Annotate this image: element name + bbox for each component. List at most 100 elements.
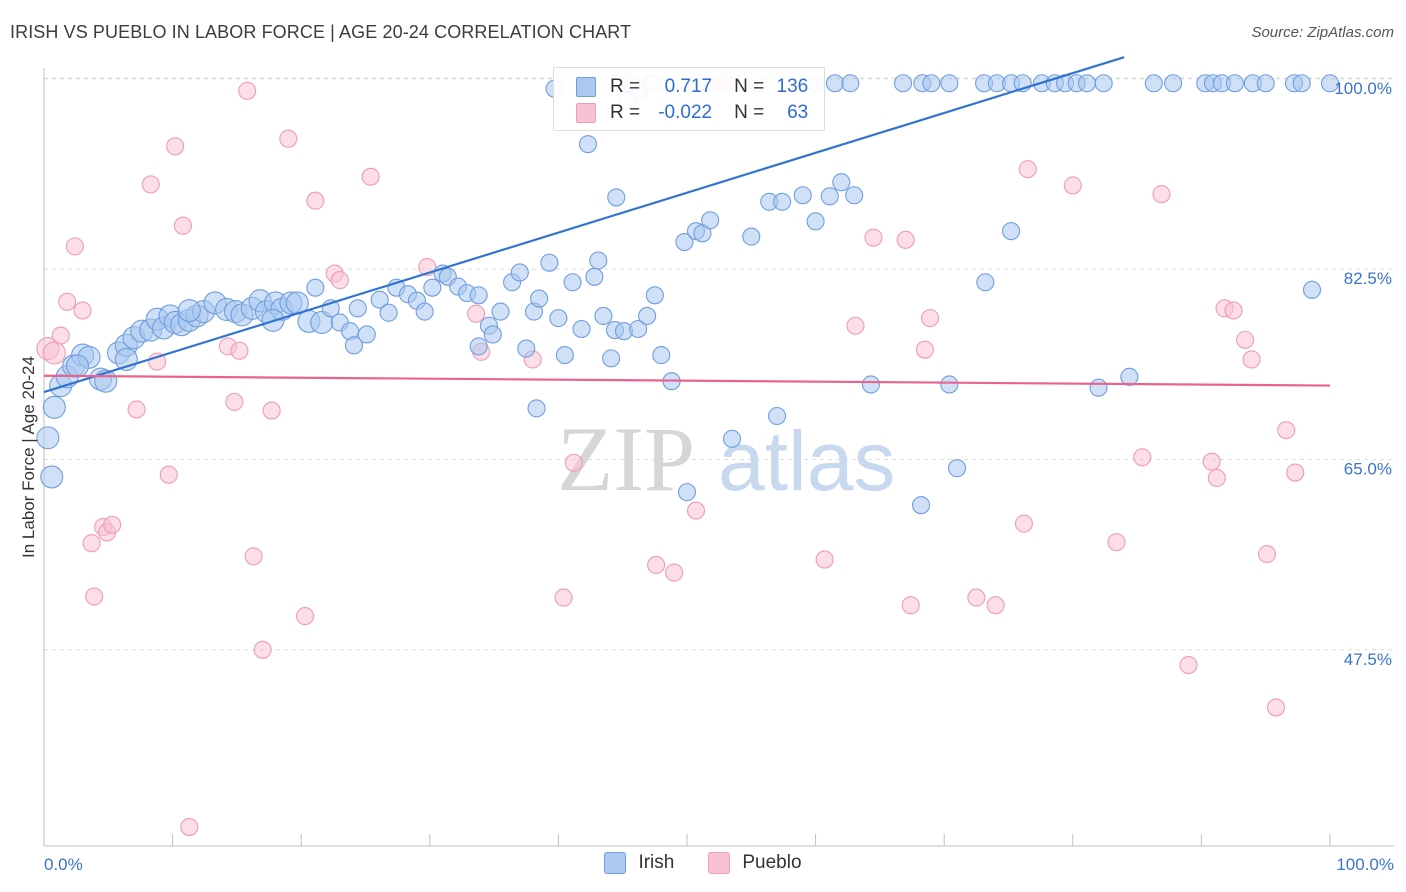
- pueblo-point: [967, 588, 986, 607]
- legend-item-irish[interactable]: Irish: [604, 852, 674, 874]
- pueblo-point: [901, 596, 920, 615]
- pueblo-point: [330, 271, 349, 290]
- irish-point: [415, 302, 434, 321]
- legend-r-value: 0.717: [664, 76, 713, 97]
- irish-point: [42, 395, 66, 419]
- irish-point: [1292, 74, 1311, 93]
- pueblo-point: [564, 453, 583, 472]
- irish-point: [585, 267, 604, 286]
- x-axis-ticks: [172, 834, 1331, 846]
- irish-point: [1089, 378, 1108, 397]
- pueblo-point: [244, 547, 263, 566]
- pueblo-point: [180, 818, 199, 837]
- watermark: ZIP atlas: [557, 408, 895, 510]
- pueblo-point: [1152, 185, 1171, 204]
- pueblo-point: [1107, 533, 1126, 552]
- irish-point: [675, 232, 694, 252]
- pueblo-point: [1277, 421, 1296, 440]
- irish-point: [530, 289, 549, 308]
- pueblo-point: [1242, 350, 1261, 369]
- irish-point: [652, 346, 671, 365]
- irish-point: [1225, 74, 1244, 93]
- pueblo-point: [230, 341, 249, 360]
- irish-point: [1256, 74, 1275, 93]
- pueblo-point: [225, 392, 244, 411]
- irish-point: [645, 286, 664, 305]
- pueblo-trend-line: [43, 374, 1331, 387]
- irish-point: [773, 192, 792, 211]
- irish-point: [370, 290, 389, 309]
- pueblo-point: [173, 216, 192, 235]
- irish-point: [540, 253, 559, 272]
- pueblo-point: [159, 465, 178, 484]
- y-axis-label: In Labor Force | Age 20-24: [19, 356, 38, 558]
- gridlines: [44, 77, 1394, 651]
- pueblo-point: [306, 191, 325, 210]
- trend-lines: [43, 56, 1331, 394]
- irish-point: [36, 426, 60, 450]
- pueblo-point: [1063, 176, 1082, 195]
- legend-n-value: 136: [776, 76, 809, 97]
- irish-point: [594, 306, 613, 326]
- pueblo-point: [1179, 655, 1198, 675]
- y-tick-label: 65.0%: [1344, 460, 1392, 479]
- pueblo-point: [647, 555, 666, 575]
- pueblo-point: [815, 550, 834, 569]
- y-tick-label: 47.5%: [1344, 650, 1392, 669]
- irish-point: [607, 188, 626, 207]
- pueblo-point: [127, 400, 146, 419]
- pueblo-point: [58, 292, 77, 311]
- irish-point: [65, 354, 89, 378]
- pueblo-point: [864, 228, 883, 247]
- legend-item-pueblo[interactable]: Pueblo: [708, 852, 802, 874]
- irish-point: [602, 349, 621, 368]
- pueblo-point: [1207, 468, 1226, 488]
- irish-point: [1320, 74, 1340, 93]
- irish-point: [793, 186, 812, 205]
- irish-point: [469, 286, 488, 305]
- x-tick-label: 100.0%: [1336, 855, 1394, 874]
- irish-point: [1120, 367, 1139, 386]
- pueblo-point: [296, 607, 315, 626]
- legend-n-value: 63: [787, 102, 809, 123]
- irish-point: [701, 211, 720, 230]
- irish-point: [491, 302, 510, 321]
- irish-point: [912, 496, 931, 515]
- irish-point: [423, 278, 442, 297]
- irish-point: [948, 459, 967, 478]
- pueblo-point: [253, 640, 272, 659]
- pueblo-point: [554, 588, 573, 607]
- legend-n-label: N =: [734, 102, 765, 123]
- y-tick-labels: 47.5% 65.0% 82.5% 100.0%: [1334, 79, 1392, 669]
- pueblo-point: [921, 309, 940, 328]
- pueblo-point: [846, 316, 865, 335]
- irish-point: [742, 227, 761, 246]
- irish-point: [841, 74, 860, 93]
- irish-swatch-icon: [576, 77, 596, 97]
- pueblo-point: [467, 304, 486, 323]
- irish-point: [510, 263, 529, 282]
- pueblo-point: [1202, 452, 1221, 471]
- legend-label-pueblo: Pueblo: [742, 852, 802, 873]
- pueblo-point: [279, 129, 298, 148]
- irish-point: [861, 375, 880, 394]
- irish-point: [1302, 280, 1322, 299]
- pueblo-point: [1257, 545, 1277, 564]
- x-tick-labels: 0.0% 100.0%: [44, 855, 1394, 874]
- irish-point: [629, 319, 648, 339]
- y-tick-label: 82.5%: [1344, 269, 1392, 288]
- pueblo-point: [82, 534, 101, 553]
- irish-point: [483, 325, 502, 344]
- irish-point: [572, 319, 591, 339]
- irish-point: [820, 187, 839, 206]
- irish-point: [469, 337, 488, 356]
- chart-title: IRISH VS PUEBLO IN LABOR FORCE | AGE 20-…: [10, 22, 632, 42]
- pueblo-point: [85, 587, 104, 606]
- irish-point: [549, 309, 568, 328]
- pueblo-point: [1286, 463, 1305, 482]
- irish-point: [922, 74, 941, 93]
- pueblo-point: [665, 563, 684, 582]
- pueblo-swatch-icon: [576, 103, 596, 123]
- irish-point: [177, 298, 201, 323]
